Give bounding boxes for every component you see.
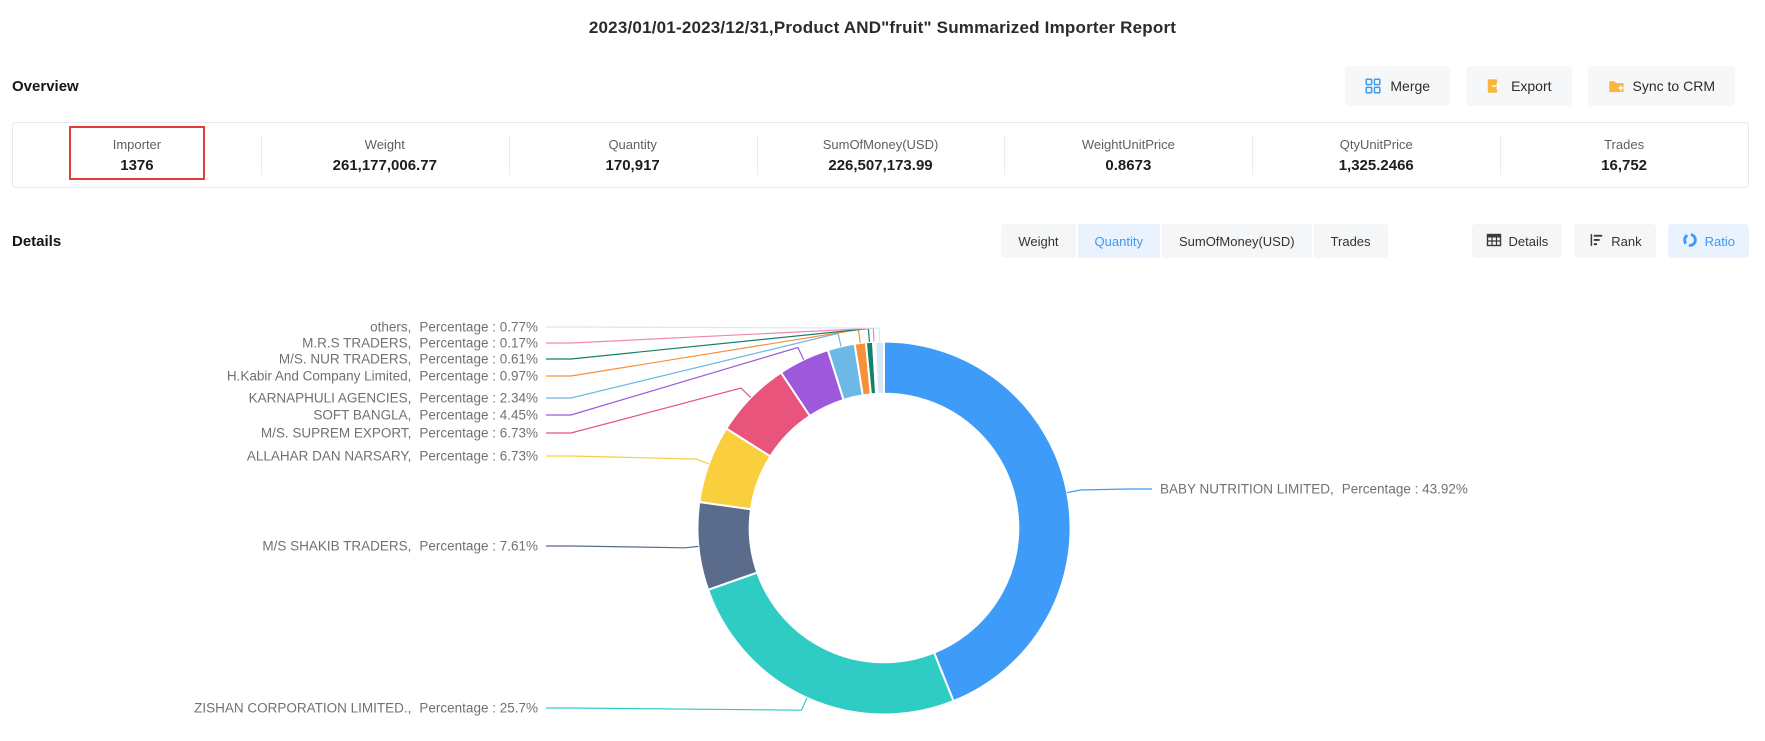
button-label: Export <box>1511 78 1552 94</box>
slice-label-allahar-dan-narsary: ALLAHAR DAN NARSARY, Percentage : 6.73% <box>247 449 538 464</box>
slice-label-others: others, Percentage : 0.77% <box>370 320 538 335</box>
details-tab-groups: Weight Quantity SumOfMoney(USD) Trades Deta… <box>1001 224 1749 258</box>
stat-value: 0.8673 <box>1105 156 1152 174</box>
stat-weightunitprice: WeightUnitPrice 0.8673 <box>1004 123 1252 187</box>
view-tab-rank[interactable]: Rank <box>1574 224 1656 258</box>
stat-qtyunitprice: QtyUnitPrice 1,325.2466 <box>1252 123 1500 187</box>
tab-quantity[interactable]: Quantity <box>1077 224 1162 258</box>
view-tab-label: Ratio <box>1704 233 1735 249</box>
label-leader-others <box>546 326 881 342</box>
slice-label-m-r-s-traders: M.R.S TRADERS, Percentage : 0.17% <box>302 336 538 351</box>
export-button[interactable]: Export <box>1466 66 1572 106</box>
overview-stats-card: Importer 1376 Weight 261,177,006.77 Quantity… <box>12 122 1749 188</box>
button-label: Merge <box>1390 78 1431 94</box>
stat-value: 16,752 <box>1601 156 1648 174</box>
stat-label: Trades <box>1604 136 1645 152</box>
stat-quantity: Quantity 170,917 <box>508 123 757 187</box>
view-tab-ratio[interactable]: Ratio <box>1667 224 1749 258</box>
page-title: 2023/01/01-2023/12/31,Product AND"fruit"… <box>588 18 1177 37</box>
details-heading: Details <box>12 232 62 250</box>
donut-slice-m-s-shakib-traders[interactable] <box>696 501 759 591</box>
stat-value: 261,177,006.77 <box>332 156 437 174</box>
view-tab-group: Details Rank Ratio <box>1471 224 1749 258</box>
donut-slice-zishan-corporation-limited[interactable] <box>707 571 955 716</box>
donut-slice-baby-nutrition-limited[interactable] <box>883 340 1072 703</box>
slice-label-baby-nutrition-limited: BABY NUTRITION LIMITED, Percentage : 43.9… <box>1160 482 1468 497</box>
tab-trades[interactable]: Trades <box>1313 224 1388 258</box>
stat-value: 1376 <box>120 156 154 174</box>
label-leader-allahar-dan-narsary <box>546 455 710 465</box>
stat-sumofmoney-usd: SumOfMoney(USD) 226,507,173.99 <box>756 123 1005 187</box>
stat-label: Quantity <box>608 136 657 152</box>
slice-label-karnaphuli-agencies: KARNAPHULI AGENCIES, Percentage : 2.34% <box>249 391 538 406</box>
stat-label: QtyUnitPrice <box>1339 136 1413 152</box>
view-tab-details[interactable]: Details <box>1471 224 1563 258</box>
slice-label-m-s-suprem-export: M/S. SUPREM EXPORT, Percentage : 6.73% <box>261 426 538 441</box>
stat-label: Weight <box>364 136 405 152</box>
stat-label: WeightUnitPrice <box>1081 136 1175 152</box>
stat-weight: Weight 261,177,006.77 <box>260 123 509 187</box>
sync-to-crm-button[interactable]: Sync to CRM <box>1587 66 1735 106</box>
label-leader-zishan-corporation-limited <box>546 697 808 711</box>
view-tab-label: Details <box>1508 233 1549 249</box>
overview-toolbar: Overview Merge Export Sync to CRM <box>12 66 1735 106</box>
sync-icon <box>1608 78 1624 94</box>
label-leader-m-s-nur-traders <box>546 327 870 360</box>
table-icon <box>1486 232 1502 251</box>
label-leader-h-kabir-and-company-limited <box>546 328 861 377</box>
merge-button[interactable]: Merge <box>1345 66 1451 106</box>
stat-value: 1,325.2466 <box>1338 156 1414 174</box>
tab-weight[interactable]: Weight <box>1001 224 1078 258</box>
stat-value: 170,917 <box>605 156 660 174</box>
slice-label-m-s-shakib-traders: M/S SHAKIB TRADERS, Percentage : 7.61% <box>262 539 538 554</box>
stat-label: SumOfMoney(USD) <box>822 136 939 152</box>
tab-sumofmoney-usd[interactable]: SumOfMoney(USD) <box>1161 224 1314 258</box>
ratio-icon <box>1682 232 1698 251</box>
rank-icon <box>1588 232 1604 251</box>
label-leader-karnaphuli-agencies <box>546 332 842 399</box>
slice-label-soft-bangla: SOFT BANGLA, Percentage : 4.45% <box>313 408 538 423</box>
label-leader-m-r-s-traders <box>546 327 875 344</box>
donut-slice-others[interactable] <box>874 340 885 395</box>
details-toolbar: Details Weight Quantity SumOfMoney(USD) Tra… <box>12 224 1749 258</box>
importer-ratio-donut-chart: BABY NUTRITION LIMITED, Percentage : 43.9… <box>0 258 1765 727</box>
button-label: Sync to CRM <box>1632 78 1715 94</box>
label-leader-m-s-shakib-traders <box>546 545 699 549</box>
stat-value: 226,507,173.99 <box>828 156 933 174</box>
view-tab-label: Rank <box>1611 233 1642 249</box>
label-leader-baby-nutrition-limited <box>1066 488 1152 494</box>
overview-heading: Overview <box>12 77 79 95</box>
metric-tab-group: Weight Quantity SumOfMoney(USD) Trades <box>1001 224 1388 258</box>
export-icon <box>1486 78 1502 94</box>
slice-label-h-kabir-and-company-limited: H.Kabir And Company Limited, Percentage :… <box>227 369 538 384</box>
stat-importer: Importer 1376 <box>13 123 261 187</box>
slice-label-m-s-nur-traders: M/S. NUR TRADERS, Percentage : 0.61% <box>279 352 538 367</box>
label-leader-m-s-suprem-export <box>546 387 752 434</box>
merge-icon <box>1365 78 1381 94</box>
stat-trades: Trades 16,752 <box>1500 123 1748 187</box>
stat-label: Importer <box>112 136 162 152</box>
overview-actions: Merge Export Sync to CRM <box>1345 66 1735 106</box>
label-leader-soft-bangla <box>546 346 805 416</box>
slice-label-zishan-corporation-limited: ZISHAN CORPORATION LIMITED., Percentage :… <box>194 701 538 716</box>
